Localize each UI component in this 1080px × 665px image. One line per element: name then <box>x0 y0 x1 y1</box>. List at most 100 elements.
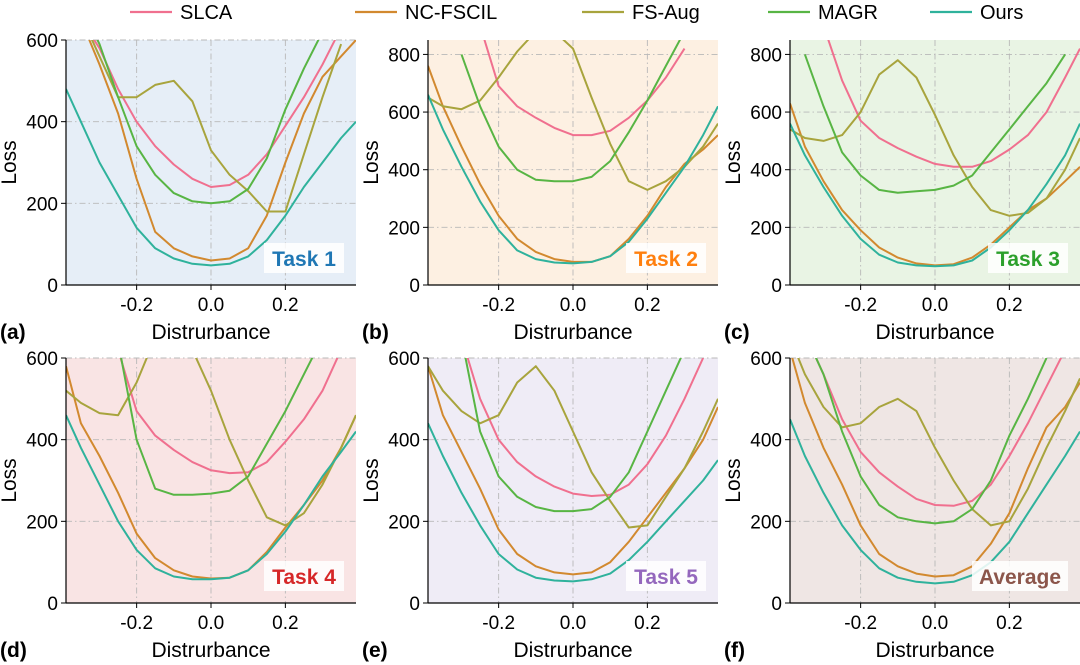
y-tick-label: 0 <box>409 594 420 615</box>
task-label: Task 2 <box>626 243 706 273</box>
task-label: Task 3 <box>988 243 1068 273</box>
legend-label: FS-Aug <box>632 2 700 24</box>
series-nc-fscil <box>428 365 718 576</box>
panel-label: (f) <box>724 639 745 662</box>
x-tick-label: 0.2 <box>996 295 1022 316</box>
y-tick-label: 0 <box>47 276 58 297</box>
y-tick-label: 400 <box>26 113 58 134</box>
series-nc-fscil <box>428 65 718 263</box>
series-slca <box>92 40 337 188</box>
series-ours <box>66 88 356 267</box>
x-tick-label: -0.2 <box>482 295 515 316</box>
y-tick-label: 400 <box>750 431 782 452</box>
legend: SLCA NC-FSCIL FS-Aug MAGR Ours <box>130 2 1023 24</box>
y-tick-label: 400 <box>26 431 58 452</box>
task-label-text: Task 1 <box>272 248 336 271</box>
legend-entry-fs-aug: FS-Aug <box>582 2 700 24</box>
x-tick-label: 0.2 <box>272 295 298 316</box>
panel-f: -0.2 0.0 0.2 0 200 400 600 Distrurbance Loss (f) A… <box>722 349 1080 662</box>
grid <box>66 357 356 603</box>
task-label-box <box>626 243 706 273</box>
series-ours <box>428 422 718 583</box>
y-tick-label: 800 <box>750 45 782 66</box>
y-tick-label: 400 <box>388 431 420 452</box>
x-tick-label: -0.2 <box>844 613 877 634</box>
panel-label: (b) <box>362 321 389 344</box>
task-label-text: Average <box>979 566 1061 589</box>
task-label-box <box>988 243 1068 273</box>
y-tick-label: 600 <box>388 103 420 124</box>
legend-entry-nc-fscil: NC-FSCIL <box>355 2 497 24</box>
task-label-box <box>972 561 1068 591</box>
series-fs-aug <box>90 40 343 213</box>
y-tick-label: 800 <box>388 45 420 66</box>
series-lines <box>790 40 1080 268</box>
series-fs-aug <box>428 365 718 529</box>
y-tick-label: 0 <box>47 594 58 615</box>
task-label-box <box>264 561 344 591</box>
y-tick-label: 200 <box>26 194 58 215</box>
y-axis-label: Loss <box>360 140 383 184</box>
x-tick-label: 0.2 <box>634 613 660 634</box>
panel-c: -0.2 0.0 0.2 0 200 400 600 800 Distrurbance Loss (… <box>722 40 1080 344</box>
legend-entry-ours: Ours <box>930 2 1023 24</box>
x-tick-label: 0.2 <box>996 613 1022 634</box>
series-ours <box>66 414 356 581</box>
x-tick-label: 0.2 <box>634 295 660 316</box>
series-magr <box>460 40 681 183</box>
y-tick-label: 200 <box>388 218 420 239</box>
x-tick-label: -0.2 <box>844 295 877 316</box>
series-magr <box>96 40 320 205</box>
y-axis-label: Loss <box>722 140 745 184</box>
series-slca <box>827 40 1080 168</box>
grid <box>790 357 1080 603</box>
legend-label: MAGR <box>818 2 878 24</box>
x-axis-label: Distrurbance <box>875 639 994 662</box>
y-tick-label: 600 <box>750 349 782 370</box>
y-tick-label: 200 <box>750 218 782 239</box>
x-tick-label: 0.0 <box>198 295 224 316</box>
task-label-text: Task 3 <box>996 248 1060 271</box>
series-lines <box>790 358 1080 585</box>
task-label-box <box>264 243 344 273</box>
series-fs-aug <box>428 40 718 191</box>
y-axis-label: Loss <box>0 140 21 184</box>
task-label: Task 4 <box>264 561 344 591</box>
x-tick-label: 0.0 <box>198 613 224 634</box>
panel-e: -0.2 0.0 0.2 0 200 400 600 Distrurbance Loss (e) T… <box>360 349 718 662</box>
y-axis-label: Loss <box>360 458 383 502</box>
x-tick-label: 0.0 <box>922 613 948 634</box>
task-label-text: Task 2 <box>634 248 698 271</box>
series-nc-fscil <box>791 358 1080 578</box>
y-tick-label: 600 <box>750 103 782 124</box>
legend-entry-slca: SLCA <box>130 2 233 24</box>
panel-label: (e) <box>362 639 388 662</box>
series-lines <box>66 358 356 581</box>
task-label: Task 5 <box>626 561 706 591</box>
task-label: Task 1 <box>264 243 344 273</box>
x-tick-label: 0.0 <box>560 295 586 316</box>
y-tick-label: 200 <box>26 512 58 533</box>
x-tick-label: 0.0 <box>922 295 948 316</box>
series-lines <box>66 40 356 267</box>
series-lines <box>428 358 718 583</box>
x-tick-label: -0.2 <box>120 295 153 316</box>
y-axis-label: Loss <box>0 458 21 502</box>
panels: -0.2 0.0 0.2 0 200 400 600 Distrurbance Loss (a) T… <box>0 31 1080 662</box>
y-axis-label: Loss <box>722 458 745 502</box>
y-tick-label: 200 <box>388 512 420 533</box>
x-tick-label: 0.2 <box>272 613 298 634</box>
series-ours <box>790 123 1080 268</box>
series-ours <box>790 418 1080 585</box>
y-tick-label: 0 <box>771 276 782 297</box>
y-tick-label: 600 <box>26 349 58 370</box>
task-label-text: Task 5 <box>634 566 698 589</box>
series-fs-aug <box>797 358 1080 527</box>
series-lines <box>428 40 718 265</box>
series-magr <box>120 358 314 496</box>
series-fs-aug <box>66 358 356 527</box>
panel-d: -0.2 0.0 0.2 0 200 400 600 Distrurbance Loss (d) T… <box>0 349 356 662</box>
legend-label: NC-FSCIL <box>405 2 497 24</box>
series-slca <box>466 358 705 497</box>
